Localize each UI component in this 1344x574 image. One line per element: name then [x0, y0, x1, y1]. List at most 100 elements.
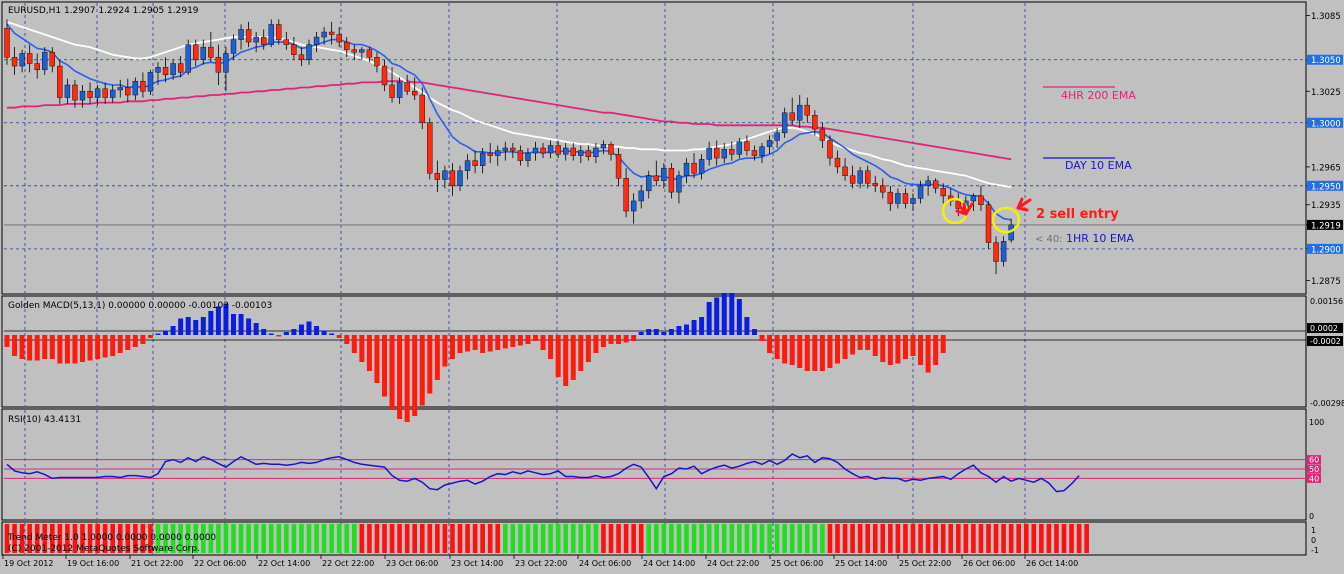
macd-bar — [918, 335, 924, 365]
candle — [676, 170, 682, 204]
candle — [857, 166, 863, 189]
macd-bar — [570, 335, 576, 380]
candle — [985, 200, 992, 249]
macd-bar — [797, 335, 803, 368]
candle — [593, 142, 599, 164]
macd-bar — [751, 329, 757, 335]
macd-bar — [767, 335, 773, 353]
macd-bar — [593, 335, 599, 353]
trend-bar — [570, 524, 576, 553]
trend-bar — [623, 524, 629, 553]
price-axis: 1.3085 1.3050 1.3025 1.3000 1.2965 1.2950 1.29… — [1306, 12, 1344, 555]
candle — [510, 142, 516, 159]
trend-bar — [336, 524, 342, 553]
trend-bar — [616, 524, 621, 553]
rsi-level-box — [1307, 473, 1321, 483]
macd-bar — [782, 335, 788, 364]
candle — [751, 145, 758, 161]
price-label: 1.2919 — [1311, 221, 1341, 231]
trend-bar — [789, 524, 795, 553]
macd-bar — [329, 333, 335, 335]
candle — [827, 135, 833, 166]
ema-4hr-200-label: 4HR 200 EMA — [1061, 89, 1136, 102]
price-label: 1.2875 — [1311, 277, 1341, 287]
candle — [502, 141, 508, 161]
candle — [381, 59, 388, 92]
candle — [525, 148, 531, 167]
candle — [940, 183, 946, 204]
trend-bar — [435, 524, 440, 553]
trend-bar — [344, 524, 350, 553]
trend-bar — [268, 524, 274, 553]
trend-bar — [4, 524, 10, 553]
macd-bar — [397, 335, 403, 419]
time-label: 26 Oct 06:00 — [963, 559, 1015, 568]
macd-bar — [80, 335, 85, 362]
trend-bar — [374, 524, 380, 553]
trend-bar — [1069, 524, 1074, 553]
trend-bar — [87, 524, 93, 553]
candle — [427, 117, 433, 180]
candlesticks — [4, 19, 1014, 275]
macd-bar — [215, 306, 221, 335]
candle — [102, 82, 108, 104]
trend-bar — [314, 524, 319, 553]
macd-pane-frame — [1, 295, 1307, 408]
trend-bar — [65, 524, 70, 553]
candle — [683, 158, 690, 184]
moving-averages — [6, 21, 1012, 221]
trend-bar — [238, 524, 244, 553]
candle — [736, 137, 743, 159]
macd-bar — [616, 335, 622, 344]
trend-bar — [963, 524, 969, 553]
macd-bar — [940, 335, 946, 353]
candle — [19, 49, 25, 73]
trend-bar — [737, 524, 742, 553]
trend-bar — [397, 524, 402, 553]
sell-arrow-icon — [955, 202, 974, 216]
trend-bar — [253, 524, 259, 553]
candle — [11, 47, 18, 75]
time-axis: 19 Oct 2012 19 Oct 16:00 21 Oct 22:00 22 Oc… — [2, 555, 1078, 568]
trend-bar — [1084, 524, 1089, 553]
price-label: 1.2965 — [1311, 163, 1341, 173]
trend-bar — [933, 524, 938, 553]
candle — [245, 21, 252, 48]
candle — [49, 47, 55, 73]
candle — [1000, 236, 1007, 267]
macd-bar — [608, 335, 614, 344]
candle — [585, 145, 592, 161]
candle — [910, 193, 916, 212]
candle — [200, 39, 207, 65]
trend-bar — [291, 524, 297, 553]
trend-bar — [993, 524, 999, 553]
candle — [917, 180, 924, 204]
trend-bar — [820, 524, 825, 553]
macd-bar — [804, 335, 810, 371]
trend-bar — [654, 524, 659, 553]
macd-bar — [268, 333, 274, 335]
trend-bar — [299, 524, 304, 553]
candle — [185, 39, 191, 75]
macd-axis-label: 0.0002 — [1310, 324, 1338, 333]
sell-entry-label: 2 sell entry — [1036, 207, 1119, 222]
macd-bar — [155, 333, 161, 335]
candle — [313, 32, 320, 53]
trend-bar — [231, 524, 236, 553]
macd-bar — [231, 314, 236, 335]
price-label: 1.2935 — [1311, 201, 1341, 211]
candle — [215, 44, 222, 85]
candle — [283, 32, 290, 50]
candle — [34, 53, 40, 79]
candle — [109, 84, 116, 103]
trend-bar — [918, 524, 923, 553]
ema-4hr-200-line — [7, 80, 1012, 161]
trend-bar — [669, 524, 674, 553]
trend-axis-label: 0 — [1311, 536, 1316, 545]
trend-bar — [117, 524, 123, 553]
trend-bar — [95, 524, 100, 553]
trend-bar — [835, 524, 840, 553]
macd-bar — [585, 335, 591, 362]
